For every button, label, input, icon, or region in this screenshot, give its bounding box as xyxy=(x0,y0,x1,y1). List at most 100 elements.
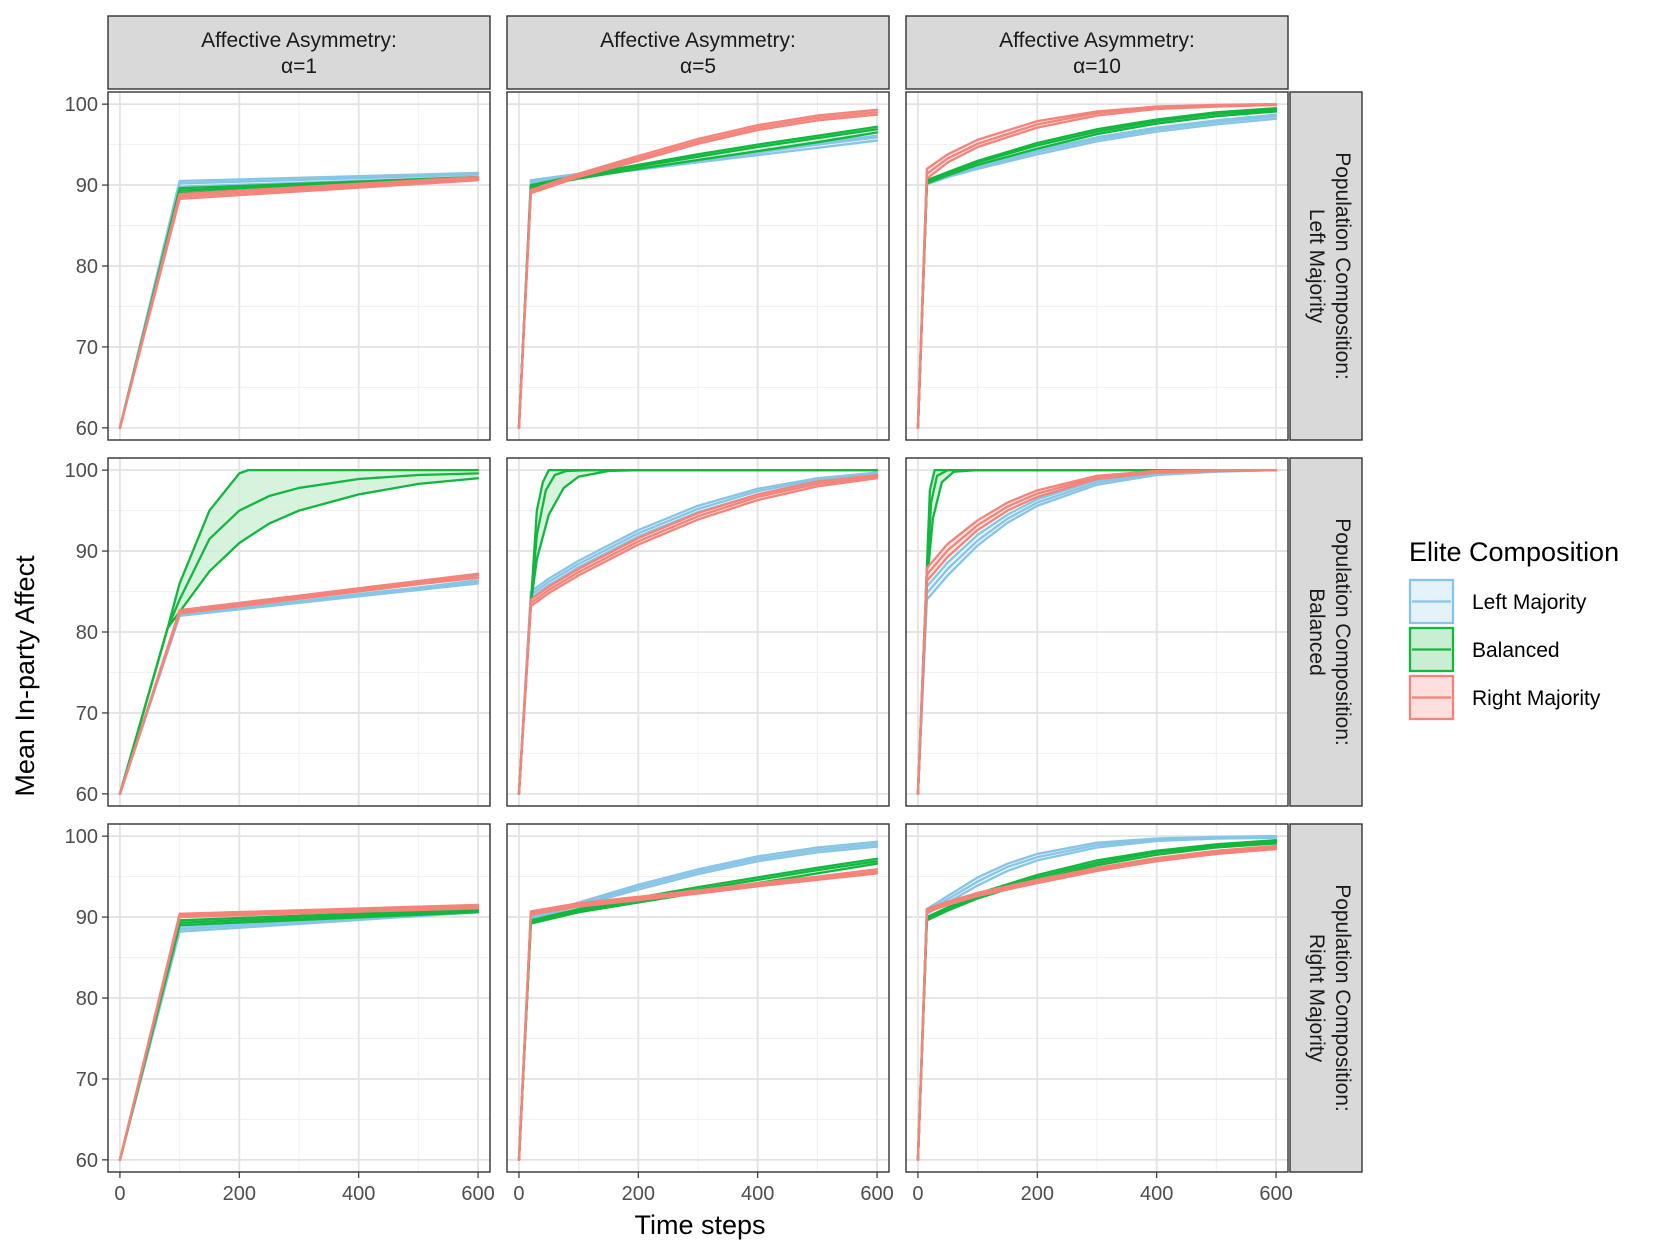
line-right-3 xyxy=(916,102,1278,430)
row-strip-2: Population Composition:Balanced xyxy=(1289,457,1363,807)
y-tick-label: 60 xyxy=(76,784,98,806)
y-tick-label: 70 xyxy=(76,1069,98,1091)
strip-label-line2: α=1 xyxy=(281,55,317,78)
x-tick-label: 200 xyxy=(223,1183,256,1205)
panel-r3-c2 xyxy=(506,823,890,1173)
x-tick-label: 400 xyxy=(342,1183,375,1205)
panel-r2-c1 xyxy=(107,457,491,807)
panel-r2-c2 xyxy=(506,457,890,807)
strip-label-line2: α=10 xyxy=(1073,55,1121,78)
strip-label-line2: α=5 xyxy=(680,55,716,78)
y-tick-label: 80 xyxy=(76,256,98,278)
x-tick-label: 600 xyxy=(461,1183,494,1205)
strip-label-line1: Affective Asymmetry: xyxy=(201,29,397,52)
strip-label-line1: Population Composition: xyxy=(1331,884,1354,1112)
line-bal-2 xyxy=(517,128,879,430)
line-right-3 xyxy=(517,473,879,796)
panel-r1-c3 xyxy=(905,91,1289,441)
line-left-1 xyxy=(517,845,879,1162)
line-right-3 xyxy=(517,108,879,430)
panel-r2-c3 xyxy=(905,457,1289,807)
x-tick-label: 600 xyxy=(860,1183,893,1205)
y-tick-label: 90 xyxy=(76,541,98,563)
line-right-2 xyxy=(517,475,879,796)
y-tick-label: 100 xyxy=(65,826,98,848)
strip-label-line2: Right Majority xyxy=(1305,934,1328,1063)
x-tick-label: 0 xyxy=(912,1183,923,1205)
column-strip-2: Affective Asymmetry: α=5 xyxy=(506,15,890,90)
line-left-3 xyxy=(916,834,1278,1162)
y-tick-label: 90 xyxy=(76,907,98,929)
strip-label-line2: Left Majority xyxy=(1305,209,1328,324)
panel-border xyxy=(905,91,1289,441)
line-bal-3 xyxy=(517,125,879,430)
y-tick-label: 70 xyxy=(76,703,98,725)
y-tick-label: 70 xyxy=(76,337,98,359)
line-left-1 xyxy=(916,468,1278,796)
panel-r3-c1 xyxy=(107,823,491,1173)
panel-r1-c2 xyxy=(506,91,890,441)
legend-label: Right Majority xyxy=(1472,687,1601,710)
panel-border xyxy=(506,823,890,1173)
y-axis-title: Mean In-party Affect xyxy=(10,555,40,797)
line-right-3 xyxy=(916,844,1278,1162)
line-right-1 xyxy=(916,847,1278,1162)
x-axis-title: Time steps xyxy=(634,1210,765,1240)
strip-background xyxy=(905,15,1289,90)
x-tick-label: 0 xyxy=(114,1183,125,1205)
line-bal-2 xyxy=(916,108,1278,430)
legend-item-left: Left Majority xyxy=(1408,578,1587,625)
strip-background xyxy=(107,15,491,90)
y-tick-label: 100 xyxy=(65,460,98,482)
column-strip-1: Affective Asymmetry: α=1 xyxy=(107,15,491,90)
legend-item-bal: Balanced xyxy=(1408,626,1560,673)
line-left-3 xyxy=(517,471,879,796)
line-right-3 xyxy=(517,868,879,1162)
panels-layer xyxy=(107,91,1289,1173)
strip-label-line1: Affective Asymmetry: xyxy=(600,29,796,52)
band-bal xyxy=(119,470,479,794)
x-tick-label: 0 xyxy=(513,1183,524,1205)
x-tick-label: 200 xyxy=(622,1183,655,1205)
panel-border xyxy=(506,91,890,441)
row-strip-3: Population Composition:Right Majority xyxy=(1289,823,1363,1173)
line-bal-3 xyxy=(118,468,480,796)
panel-border xyxy=(905,457,1289,807)
line-right-3 xyxy=(118,175,480,430)
line-right-3 xyxy=(118,903,480,1162)
line-bal-2 xyxy=(118,472,480,796)
legend-item-right: Right Majority xyxy=(1408,674,1601,721)
line-right-2 xyxy=(916,846,1278,1162)
line-right-2 xyxy=(517,111,879,430)
axes-layer: 60 70 80 90 100 60 70 80 90 100 60 70 80 90 100 0 200 400… xyxy=(65,94,1293,1205)
y-tick-label: 100 xyxy=(65,94,98,116)
column-strip-3: Affective Asymmetry: α=10 xyxy=(905,15,1289,90)
strip-background xyxy=(1289,457,1363,807)
y-tick-label: 60 xyxy=(76,418,98,440)
strip-background xyxy=(506,15,890,90)
y-tick-label: 80 xyxy=(76,622,98,644)
line-left-2 xyxy=(517,843,879,1162)
strip-background xyxy=(1289,91,1363,441)
y-tick-label: 90 xyxy=(76,175,98,197)
strip-label-line2: Balanced xyxy=(1305,588,1328,676)
x-tick-label: 600 xyxy=(1259,1183,1292,1205)
line-bal-1 xyxy=(916,110,1278,430)
line-right-2 xyxy=(517,870,879,1162)
row-strip-1: Population Composition:Left Majority xyxy=(1289,91,1363,441)
panel-border xyxy=(506,457,890,807)
legend-title: Elite Composition xyxy=(1409,537,1619,567)
line-right-1 xyxy=(517,113,879,430)
strip-label-line1: Population Composition: xyxy=(1331,152,1354,380)
panel-r3-c3 xyxy=(905,823,1289,1173)
strip-label-line1: Affective Asymmetry: xyxy=(999,29,1195,52)
line-bal-3 xyxy=(916,107,1278,430)
legend-label: Left Majority xyxy=(1472,591,1587,614)
strip-background xyxy=(1289,823,1363,1173)
line-left-2 xyxy=(517,473,879,796)
panel-r1-c1 xyxy=(107,91,491,441)
y-tick-label: 60 xyxy=(76,1150,98,1172)
line-right-3 xyxy=(916,468,1278,796)
legend: Elite Composition Left Majority Balanced R… xyxy=(1408,537,1619,721)
